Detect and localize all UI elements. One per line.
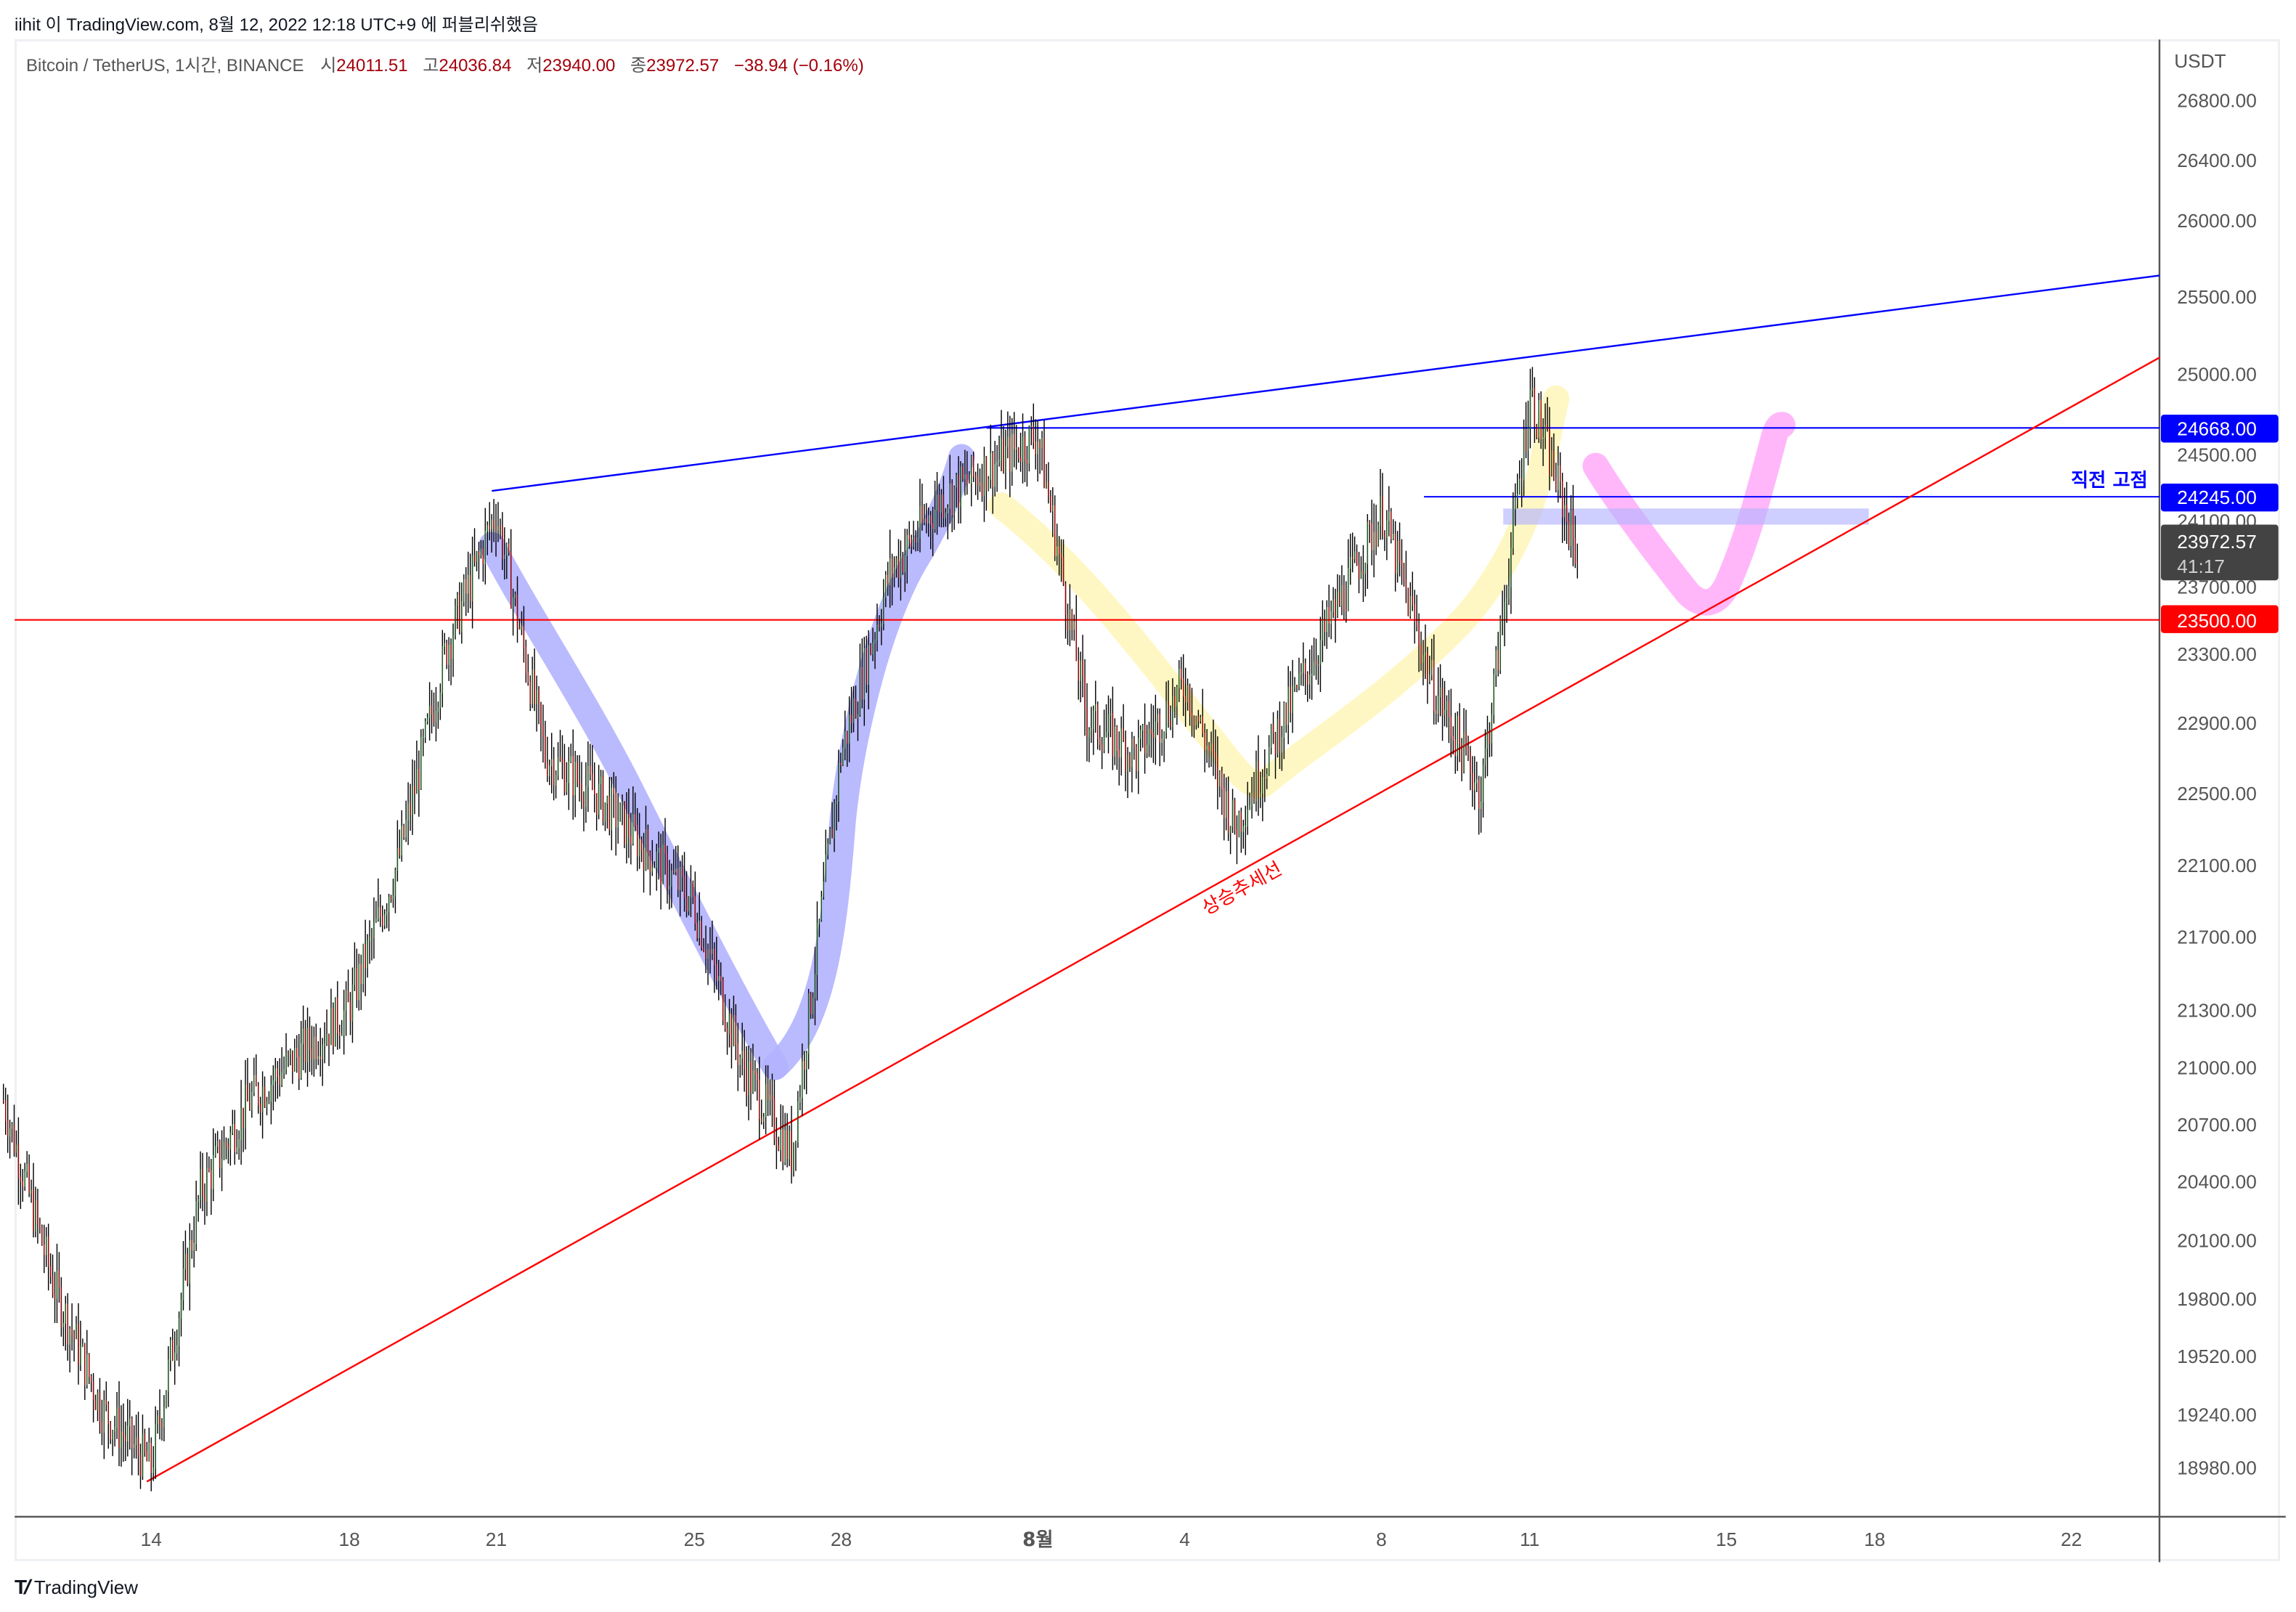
time-tick: 28 xyxy=(831,1528,852,1550)
time-tick: 18 xyxy=(339,1528,360,1550)
pink-v-stroke xyxy=(1582,412,1796,616)
ohlc-legend: Bitcoin / TetherUS, 1시간, BINANCE 시24011.… xyxy=(26,51,874,76)
time-tick-month: 8월 xyxy=(1022,1529,1053,1551)
support-tag-text: 23500.00 xyxy=(2177,610,2257,632)
price-tick: 20700.00 xyxy=(2177,1114,2257,1136)
resistance-zone-box[interactable] xyxy=(1503,508,1869,525)
open-value: 24011.51 xyxy=(336,56,408,76)
uptrend-line-label: 상승추세선 xyxy=(1198,858,1285,920)
time-tick: 21 xyxy=(486,1528,507,1550)
price-tick: 24500.00 xyxy=(2177,444,2257,466)
time-tick: 11 xyxy=(1520,1528,1539,1550)
time-tick: 15 xyxy=(1716,1528,1737,1550)
recent-high-tag-text: 24245.00 xyxy=(2177,487,2257,508)
candlestick-series xyxy=(3,367,1579,1491)
price-tick: 19800.00 xyxy=(2177,1288,2257,1310)
chart-frame xyxy=(15,39,2280,1561)
price-tick: 23300.00 xyxy=(2177,643,2257,665)
resistance-trendline[interactable] xyxy=(492,274,2160,492)
price-tick: 26000.00 xyxy=(2177,210,2257,232)
open-label: 시 xyxy=(320,56,337,76)
price-tick: 26400.00 xyxy=(2177,150,2257,171)
uptrend-line[interactable] xyxy=(146,357,2160,1483)
current-price-tag xyxy=(2161,524,2279,581)
price-tick: 20100.00 xyxy=(2177,1229,2257,1251)
time-tick: 22 xyxy=(2061,1528,2082,1550)
price-tick: 21700.00 xyxy=(2177,927,2257,948)
current-price-text: 23972.57 xyxy=(2177,531,2257,553)
tradingview-logo-icon: T/ xyxy=(15,1576,32,1598)
blue-up-stroke xyxy=(762,444,975,1080)
symbol-name[interactable]: Bitcoin / TetherUS, 1시간, BINANCE xyxy=(26,56,304,76)
price-tick: 19240.00 xyxy=(2177,1404,2257,1426)
price-tags: 24668.00 24245.00 23972.57 41:17 23500.0… xyxy=(2161,415,2279,633)
price-tick: 18980.00 xyxy=(2177,1457,2257,1478)
price-tick: 25000.00 xyxy=(2177,364,2257,386)
prev-high-tag-text: 24668.00 xyxy=(2177,418,2257,439)
low-value: 23940.00 xyxy=(542,56,616,76)
time-tick: 14 xyxy=(141,1528,162,1550)
high-value: 24036.84 xyxy=(439,56,512,76)
close-label: 종 xyxy=(630,56,647,76)
price-tick: 25500.00 xyxy=(2177,286,2257,308)
price-tick: 22100.00 xyxy=(2177,855,2257,876)
high-label: 고 xyxy=(423,56,439,76)
price-tick: 21300.00 xyxy=(2177,1000,2257,1022)
time-tick: 8 xyxy=(1376,1528,1387,1550)
price-tick: 22500.00 xyxy=(2177,783,2257,805)
support-tag xyxy=(2161,605,2279,633)
yellow-arc-stroke xyxy=(988,385,1570,799)
blue-down-stroke xyxy=(479,532,789,1080)
recent-high-label: 직전 고점 xyxy=(2071,470,2148,492)
price-tick: 20400.00 xyxy=(2177,1171,2257,1193)
time-tick: 4 xyxy=(1179,1528,1190,1550)
tradingview-logo-text: TradingView xyxy=(33,1576,138,1598)
recent-high-tag xyxy=(2161,484,2279,512)
prev-high-tag xyxy=(2161,415,2279,443)
price-tick: 26800.00 xyxy=(2177,89,2257,111)
time-tick: 25 xyxy=(684,1528,705,1550)
price-tick: 21000.00 xyxy=(2177,1057,2257,1078)
currency-label: USDT xyxy=(2174,50,2226,72)
time-axis[interactable]: 14 18 21 25 28 8월 4 8 11 15 18 22 xyxy=(141,1528,2083,1551)
highlight-strokes xyxy=(479,385,1796,1080)
publish-attribution: iihit 이 TradingView.com, 8월 12, 2022 12:… xyxy=(15,15,539,35)
bar-countdown-text: 41:17 xyxy=(2177,555,2225,577)
change-value: −38.94 (−0.16%) xyxy=(733,56,864,76)
price-tick: 19520.00 xyxy=(2177,1346,2257,1367)
tradingview-logo[interactable]: T/ TradingView xyxy=(15,1576,138,1599)
price-tick: 22900.00 xyxy=(2177,712,2257,734)
low-label: 저 xyxy=(526,56,543,76)
time-tick: 18 xyxy=(1864,1528,1885,1550)
price-axis[interactable]: USDT 26800.00 26400.00 26000.00 25500.00… xyxy=(2174,50,2257,1478)
close-value: 23972.57 xyxy=(646,56,720,76)
